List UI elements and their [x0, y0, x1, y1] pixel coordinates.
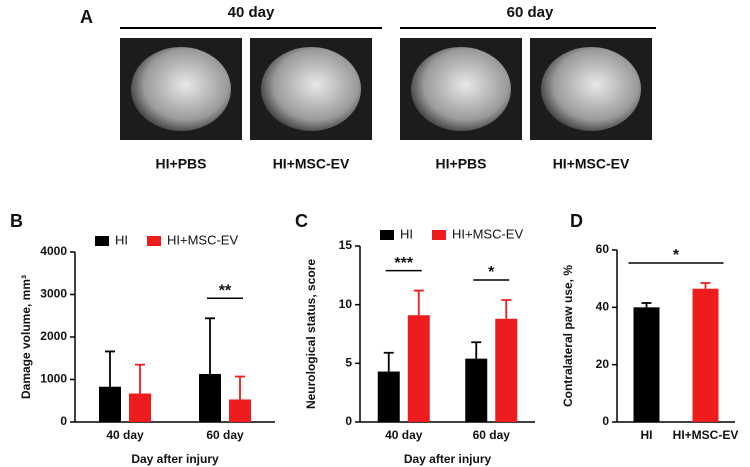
- error-bar: [471, 341, 482, 359]
- error-bar: [700, 282, 711, 289]
- group-label: 60 day: [507, 4, 554, 21]
- legend-label: HI+MSC-EV: [452, 226, 523, 241]
- y-tick-label: 20: [596, 357, 610, 371]
- y-axis-label: Damage volume, mm³: [19, 275, 33, 399]
- error-bar: [413, 289, 424, 316]
- x-tick-label: HI+MSC-EV: [673, 428, 739, 442]
- bar: [465, 358, 488, 422]
- y-axis-label: Neurological status, score: [304, 259, 318, 409]
- x-tick-label: 40 day: [385, 428, 423, 442]
- error-bar: [501, 299, 512, 319]
- bar: [633, 307, 660, 422]
- y-tick-label: 3000: [40, 287, 67, 301]
- error-bar: [205, 317, 215, 374]
- significance-label: ***: [394, 255, 413, 272]
- panel-label: A: [80, 7, 93, 27]
- x-tick-label: 60 day: [473, 428, 511, 442]
- panel-label: B: [10, 211, 23, 231]
- significance-label: **: [219, 283, 232, 300]
- legend-label: HI: [115, 232, 128, 247]
- image-label: HI+MSC-EV: [553, 156, 630, 172]
- x-tick-label: HI: [641, 428, 653, 442]
- error-bar: [641, 302, 652, 308]
- significance-label: *: [488, 264, 495, 281]
- error-bar: [235, 375, 245, 400]
- mri-image: [120, 38, 242, 140]
- y-tick-label: 0: [602, 414, 609, 428]
- y-tick-label: 60: [596, 242, 610, 256]
- y-tick-label: 10: [339, 297, 353, 311]
- mri-image: [530, 38, 652, 140]
- error-bar: [383, 351, 394, 372]
- bar: [99, 386, 121, 422]
- error-bar: [105, 350, 115, 387]
- bar: [377, 371, 400, 422]
- y-axis-label: Contralateral paw use, %: [561, 265, 575, 407]
- y-tick-label: 1000: [40, 372, 67, 386]
- mri-image: [250, 38, 372, 140]
- y-tick-label: 4000: [40, 244, 67, 258]
- image-label: HI+PBS: [156, 156, 207, 172]
- y-tick-label: 5: [345, 356, 352, 370]
- x-axis-label: Day after injury: [404, 452, 492, 466]
- significance-label: *: [673, 247, 680, 264]
- x-tick-label: 60 day: [206, 428, 244, 442]
- x-axis-label: Day after injury: [131, 452, 219, 466]
- group-label: 40 day: [228, 4, 275, 21]
- error-bar: [135, 363, 145, 394]
- y-tick-label: 15: [339, 238, 353, 252]
- y-tick-label: 2000: [40, 329, 67, 343]
- panel-label: C: [295, 211, 308, 231]
- bar: [692, 288, 719, 422]
- x-tick-label: 40 day: [106, 428, 144, 442]
- y-tick-label: 0: [60, 414, 67, 428]
- image-label: HI+MSC-EV: [273, 156, 350, 172]
- bar: [229, 399, 251, 422]
- legend-swatch: [380, 230, 394, 240]
- legend-label: HI: [400, 226, 413, 241]
- bar: [199, 373, 221, 422]
- mri-image: [400, 38, 522, 140]
- y-tick-label: 0: [345, 414, 352, 428]
- y-tick-label: 40: [596, 300, 610, 314]
- image-label: HI+PBS: [436, 156, 487, 172]
- legend-swatch: [95, 236, 109, 246]
- legend-label: HI+MSC-EV: [167, 232, 238, 247]
- legend-swatch: [147, 236, 161, 246]
- bar: [129, 393, 151, 422]
- legend-swatch: [432, 230, 446, 240]
- bar: [407, 315, 430, 422]
- panel-label: D: [570, 211, 583, 231]
- bar: [495, 318, 518, 422]
